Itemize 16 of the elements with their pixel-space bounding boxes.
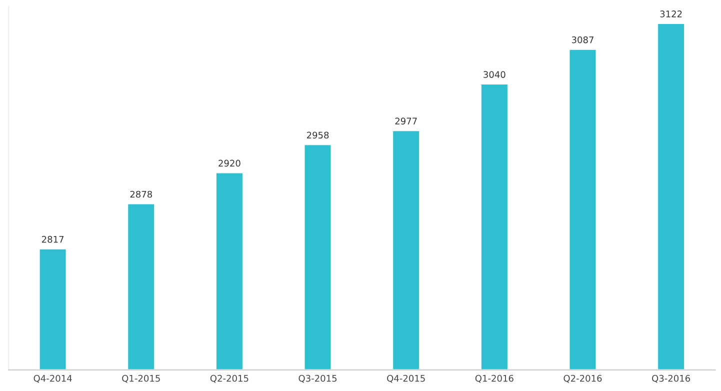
data-label: 2817 bbox=[42, 236, 64, 243]
data-label: 2878 bbox=[130, 190, 152, 198]
x-tick-label: Q3-2016 bbox=[652, 374, 690, 383]
data-label: 2958 bbox=[306, 132, 329, 139]
data-label: 3122 bbox=[660, 10, 682, 18]
x-tick-label: Q1-2015 bbox=[122, 374, 160, 383]
data-label: 3040 bbox=[484, 71, 506, 78]
data-label: 3087 bbox=[572, 36, 594, 44]
x-tick-label: Q4-2014 bbox=[34, 374, 72, 383]
data-label: 2977 bbox=[395, 118, 417, 125]
data-label: 2920 bbox=[218, 160, 240, 167]
x-tick-label: Q1-2016 bbox=[475, 374, 514, 383]
x-tick-label: Q3-2015 bbox=[298, 374, 337, 383]
x-tick-label: Q4-2015 bbox=[387, 374, 425, 383]
x-tick-label: Q2-2016 bbox=[564, 374, 602, 383]
x-tick-label: Q2-2015 bbox=[210, 374, 248, 383]
